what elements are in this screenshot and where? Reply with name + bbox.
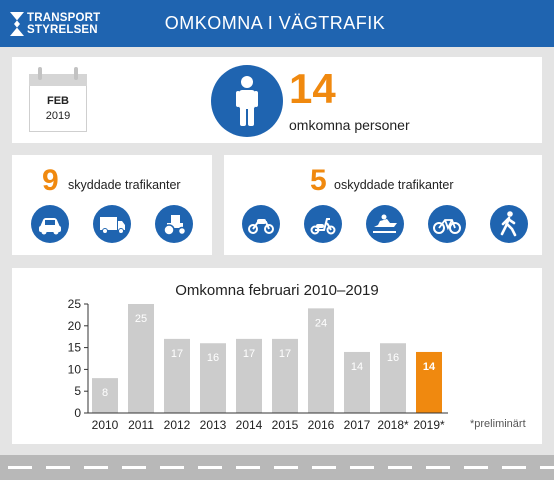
bar-value-label: 14 — [423, 361, 436, 373]
protected-count: 9 — [42, 164, 59, 197]
bar-value-label: 16 — [207, 352, 219, 364]
total-deaths-label: omkomna personer — [289, 117, 410, 133]
logo-text-line2: STYRELSEN — [27, 24, 98, 36]
x-tick-label: 2018* — [377, 418, 409, 432]
pedestrian-icon — [490, 205, 528, 243]
bar-value-label: 25 — [135, 313, 147, 325]
road-decoration — [0, 455, 554, 480]
bar — [200, 343, 226, 413]
y-tick-label: 0 — [74, 406, 81, 420]
calendar-month: FEB — [47, 95, 69, 107]
motorcycle-icon — [242, 205, 280, 243]
moped-icon — [304, 205, 342, 243]
bar-value-label: 8 — [102, 387, 108, 399]
bar — [128, 304, 154, 413]
bar-value-label: 24 — [315, 317, 327, 329]
bar-chart: 0 5 10 15 20 25 8 2010 25 2011 17 2012 16 2013 17 2014 1… — [68, 297, 448, 432]
logo-text-line1: TRANSPORT — [27, 12, 101, 24]
bar — [344, 351, 370, 413]
y-tick-label: 15 — [68, 341, 82, 355]
chart-panel: Omkomna februari 2010–2019 0 5 10 15 20 25 8 20… — [12, 268, 542, 444]
x-tick-label: 2013 — [200, 418, 227, 432]
unprotected-count: 5 — [310, 164, 327, 197]
preliminary-note: *preliminärt — [470, 418, 526, 430]
snowmobile-icon — [366, 205, 404, 243]
y-tick-label: 20 — [68, 319, 82, 333]
bicycle-icon — [428, 205, 466, 243]
bar-value-label: 14 — [351, 361, 363, 373]
person-icon — [211, 65, 283, 137]
bar-value-label: 17 — [243, 348, 255, 360]
protected-label: skyddade trafikanter — [68, 178, 181, 192]
x-tick-label: 2010 — [92, 418, 119, 432]
bar — [380, 343, 406, 413]
y-tick-label: 5 — [74, 384, 81, 398]
unprotected-road-users-panel: 5 oskyddade trafikanter — [224, 155, 542, 255]
bar — [272, 338, 298, 413]
y-tick-label: 25 — [68, 297, 82, 311]
x-tick-label: 2019* — [413, 418, 445, 432]
protected-road-users-panel: 9 skyddade trafikanter — [12, 155, 212, 255]
x-tick-label: 2014 — [236, 418, 263, 432]
tractor-icon — [155, 205, 193, 243]
bar — [92, 378, 118, 413]
transportstyrelsen-logo: TRANSPORT STYRELSEN — [10, 11, 130, 39]
bar — [416, 351, 442, 413]
x-tick-label: 2011 — [128, 418, 154, 432]
bar-value-label: 17 — [171, 348, 183, 360]
bar-value-label: 16 — [387, 352, 399, 364]
header-bar: TRANSPORT STYRELSEN OMKOMNA I VÄGTRAFIK — [0, 0, 554, 47]
unprotected-label: oskyddade trafikanter — [334, 178, 454, 192]
car-icon — [31, 205, 69, 243]
bar — [308, 308, 334, 413]
summary-panel: FEB 2019 14 omkomna personer — [12, 57, 542, 143]
x-tick-label: 2012 — [164, 418, 191, 432]
calendar-year: 2019 — [45, 110, 71, 122]
bar — [164, 338, 190, 413]
x-tick-label: 2016 — [308, 418, 335, 432]
bar — [236, 338, 262, 413]
y-tick-label: 10 — [68, 362, 82, 376]
x-tick-label: 2017 — [344, 418, 371, 432]
truck-icon — [93, 205, 131, 243]
x-tick-label: 2015 — [272, 418, 299, 432]
calendar-icon: FEB 2019 — [29, 67, 87, 133]
total-deaths-count: 14 — [289, 65, 336, 112]
page-title: OMKOMNA I VÄGTRAFIK — [164, 13, 386, 33]
chart-title: Omkomna februari 2010–2019 — [175, 282, 379, 299]
logo-chevron-icon — [10, 12, 24, 36]
bar-value-label: 17 — [279, 348, 291, 360]
